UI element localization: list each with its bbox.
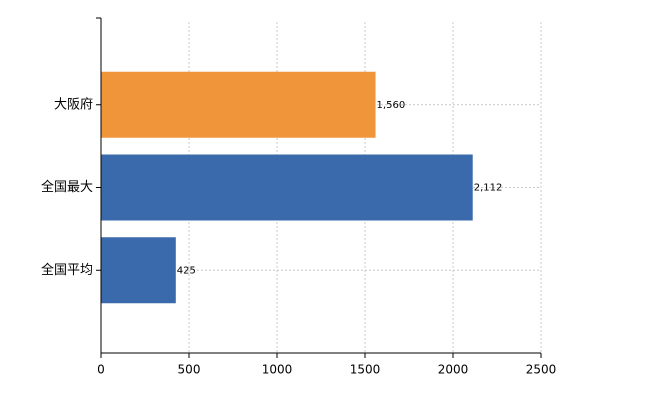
data-label: 1,560 [377,100,406,111]
data-label: 425 [177,265,196,276]
y-tick-label: 全国平均 [41,262,93,278]
data-label: 2,112 [474,183,503,194]
x-tick-label: 2500 [526,363,557,377]
x-tick-label: 1000 [262,363,293,377]
bar [101,154,473,221]
bar [101,71,376,138]
bar [101,237,176,304]
x-tick-label: 0 [97,363,105,377]
x-tick-label: 500 [178,363,201,377]
x-tick-label: 2000 [438,363,469,377]
x-tick-label: 1500 [350,363,381,377]
y-tick-label: 全国最大 [41,179,93,195]
y-tick-label: 大阪府 [54,97,93,112]
